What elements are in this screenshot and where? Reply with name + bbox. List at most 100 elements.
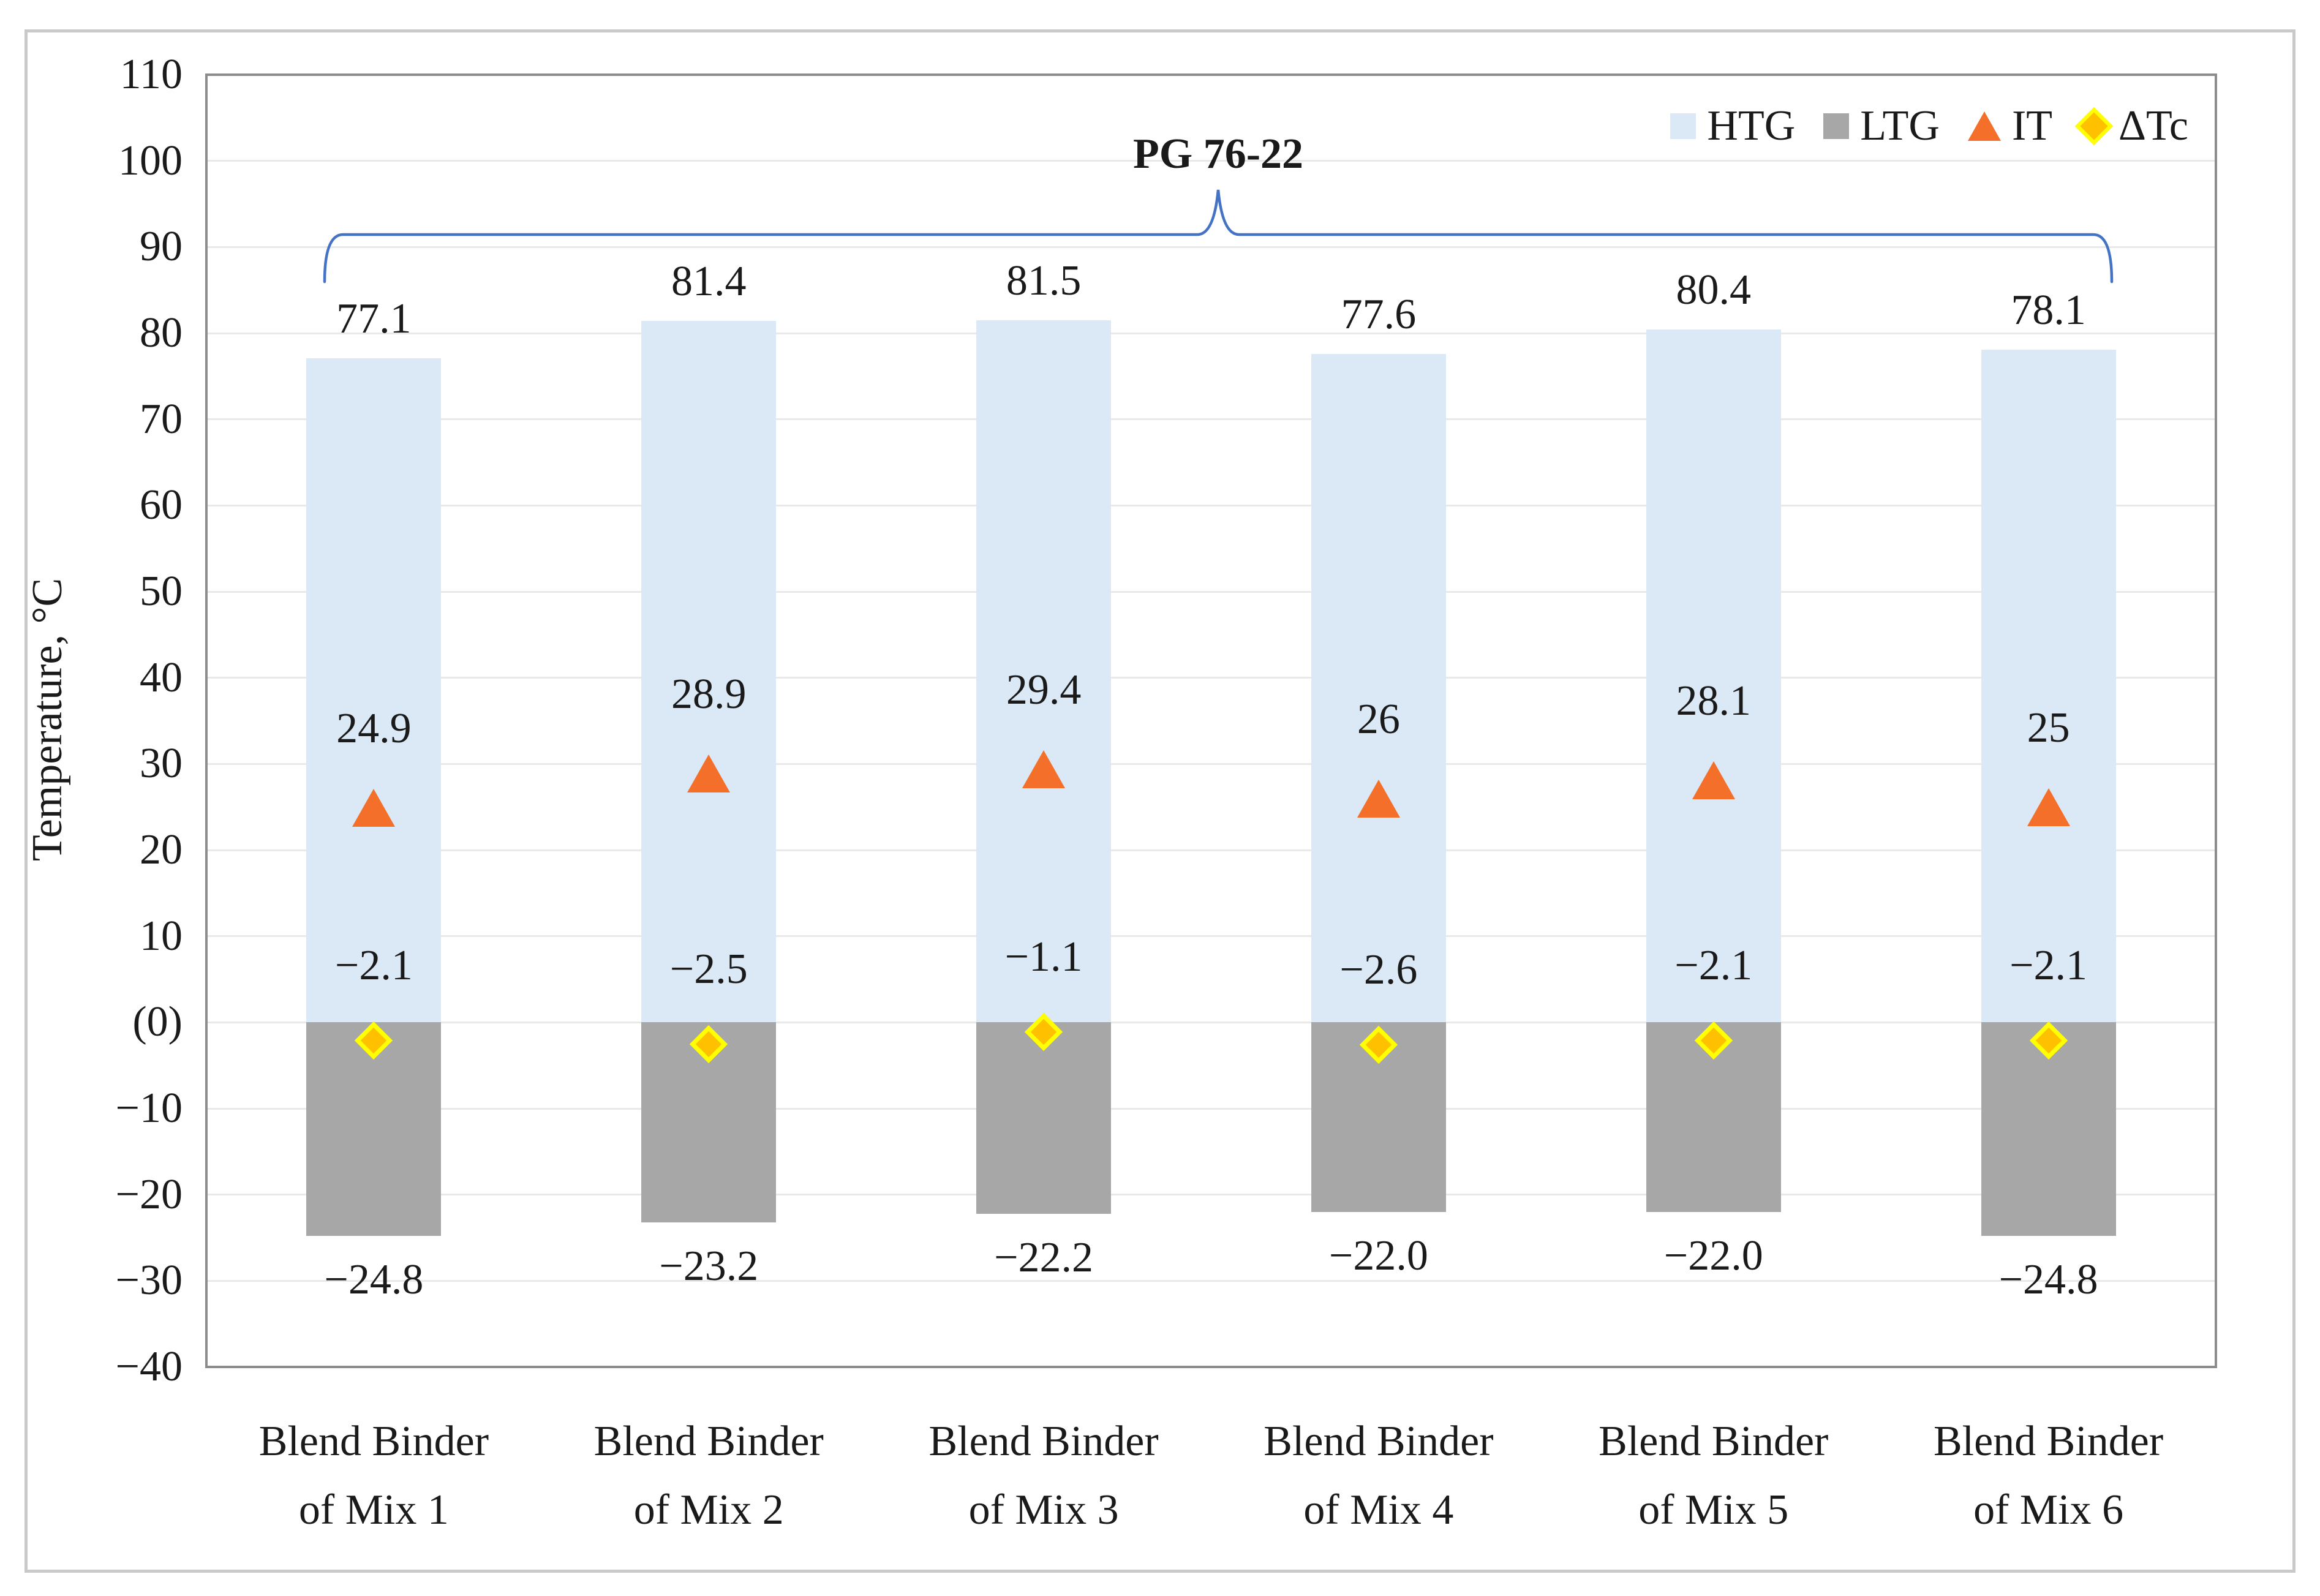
x-category-label-line: Blend Binder [928,1418,1159,1465]
legend-item-ΔTc: ΔTc [2074,99,2188,153]
y-tick-label: −10 [115,1085,183,1132]
legend-item-IT: IT [1967,99,2053,153]
htg-value-label: 80.4 [1676,266,1752,314]
figure-border [24,29,2296,1573]
htg-value-label: 77.6 [1341,290,1417,338]
y-tick-label: 100 [118,137,183,184]
legend-item-LTG: LTG [1823,99,1940,153]
legend-square-icon [1823,113,1850,139]
x-category-label: Blend Binder of Mix 4 [1189,1407,1569,1545]
x-category-label-line: Blend Binder [1599,1418,1829,1465]
it-marker [687,754,731,792]
x-category-label: Blend Binder of Mix 2 [519,1407,898,1545]
htg-value-label: 81.4 [671,258,747,306]
it-marker [1692,761,1735,800]
x-category-label: Blend Binder of Mix 6 [1859,1407,2239,1545]
gridline [206,1194,2216,1196]
x-category-label-line: Blend Binder [1264,1418,1494,1465]
legend-label: LTG [1860,102,1940,149]
x-category-label-line: of Mix 4 [1303,1486,1454,1534]
y-tick-label: 30 [140,740,183,788]
it-value-label: 25 [2027,704,2070,751]
gridline [206,504,2216,506]
legend-square-icon [1670,113,1697,139]
y-tick-label: 60 [140,481,183,529]
x-category-label-line: Blend Binder [258,1418,489,1465]
gridline [206,1279,2216,1282]
legend-label: HTG [1707,102,1796,149]
it-marker [1357,779,1400,818]
ltg-value-label: −24.8 [324,1256,424,1304]
gridline [206,160,2216,162]
it-value-label: 29.4 [1006,666,1082,713]
gridline [206,590,2216,593]
delta-tc-value-label: −2.1 [2009,941,2088,989]
delta-tc-value-label: −2.1 [1674,941,1753,989]
y-tick-label: 20 [140,826,183,873]
y-tick-label: 90 [140,223,183,271]
x-category-label-line: Blend Binder [1933,1418,2164,1465]
y-tick-label: 80 [140,309,183,356]
x-category-label-line: of Mix 2 [633,1486,784,1534]
group-annotation-label: PG 76-22 [1132,130,1304,178]
legend-label: ΔTc [2119,102,2188,149]
ltg-value-label: −23.2 [659,1242,759,1290]
y-tick-label: 40 [140,653,183,701]
x-category-label-line: of Mix 6 [1973,1486,2124,1534]
gridline [206,935,2216,938]
gridline [206,418,2216,421]
delta-tc-value-label: −1.1 [1004,933,1083,981]
ltg-value-label: −22.0 [1328,1232,1428,1279]
htg-bar [1981,349,2116,1023]
x-category-label: Blend Binder of Mix 3 [854,1407,1233,1545]
ltg-value-label: −22.2 [994,1233,1094,1281]
gridline [206,677,2216,679]
it-value-label: 24.9 [336,705,412,753]
gridline [206,246,2216,248]
it-marker [2027,788,2070,826]
gridline [206,849,2216,851]
x-category-label-line: of Mix 5 [1638,1486,1789,1534]
delta-tc-value-label: −2.6 [1339,946,1418,993]
legend-diamond-icon [2074,107,2114,146]
x-category-label-line: Blend Binder [593,1418,824,1465]
legend-label: IT [2011,102,2053,149]
legend-item-HTG: HTG [1670,99,1795,153]
htg-bar [306,358,442,1023]
y-tick-label: −30 [115,1257,183,1304]
htg-value-label: 77.1 [336,295,412,342]
htg-bar [976,320,1112,1023]
legend: HTG LTG IT ΔTc [1670,97,2188,156]
ltg-bar [976,1022,1112,1214]
ltg-value-label: −22.0 [1663,1232,1763,1279]
x-category-label: Blend Binder of Mix 1 [184,1407,563,1545]
it-marker [352,789,396,827]
y-tick-label: 10 [140,912,183,960]
gridline [206,1021,2216,1023]
htg-bar [641,321,777,1023]
htg-bar [1311,353,1446,1023]
htg-value-label: 78.1 [2011,286,2086,334]
gridline [206,1107,2216,1110]
gridline [206,332,2216,334]
y-tick-label: 70 [140,395,183,443]
x-category-label-line: of Mix 3 [968,1486,1119,1534]
it-value-label: 28.1 [1676,677,1752,725]
y-axis-title: Temperature, °C [24,578,71,862]
x-category-label: Blend Binder of Mix 5 [1524,1407,1904,1545]
y-tick-label: (0) [132,998,183,1046]
y-tick-label: 50 [140,568,183,615]
y-tick-label: −20 [115,1170,183,1218]
htg-bar [1646,329,1781,1023]
gridline [206,762,2216,765]
it-value-label: 28.9 [671,670,747,718]
legend-triangle-icon [1967,111,2001,141]
delta-tc-value-label: −2.1 [334,941,413,989]
it-marker [1022,750,1066,788]
ltg-value-label: −24.8 [1998,1256,2098,1304]
y-tick-label: −40 [115,1343,183,1390]
htg-value-label: 81.5 [1006,257,1082,304]
x-category-label-line: of Mix 1 [298,1486,449,1534]
y-tick-label: 110 [119,51,183,98]
